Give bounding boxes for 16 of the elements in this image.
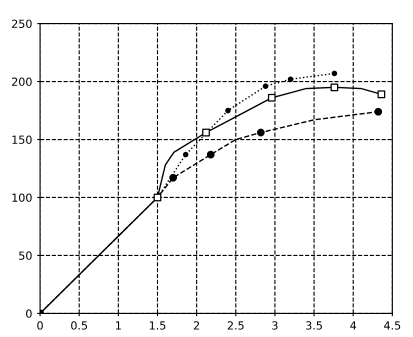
x-tick-label: 2 [194, 321, 200, 330]
x-tick-label: 4.5 [384, 321, 400, 330]
x-tick-label: 4 [350, 321, 356, 330]
y-tick-label: 200 [12, 78, 32, 86]
x-tick-label: 3 [272, 321, 278, 330]
y-tick-label: 0 [26, 309, 32, 318]
y-tick-label: 100 [12, 193, 32, 202]
x-tick-label: 2.5 [228, 321, 244, 330]
x-tick-label: 0.5 [71, 321, 88, 330]
x-tick-label: 1 [116, 321, 121, 330]
x-tick-label: 0 [37, 321, 43, 330]
x-tick-label: 1.5 [150, 321, 166, 330]
y-tick-label: 250 [12, 20, 32, 28]
x-tick-label: 3.5 [306, 321, 322, 330]
y-tick-label: 50 [19, 251, 32, 260]
y-tick-label: 150 [12, 135, 32, 144]
